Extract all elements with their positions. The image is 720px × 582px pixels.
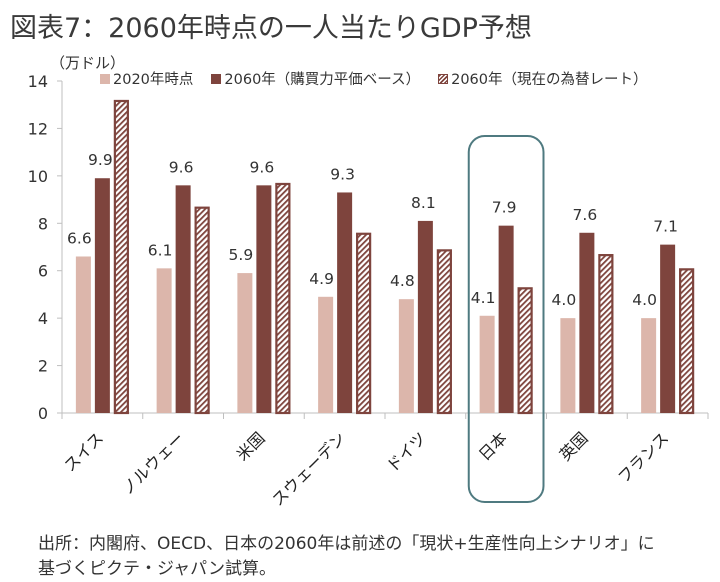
y-tick-label: 2 [38,357,48,376]
y-tick-label: 12 [28,119,48,138]
bar-2-0 [94,178,110,413]
bar-3-1 [194,206,210,415]
bar-3-3 [356,232,372,415]
x-tick-label: ドイツ [383,428,430,475]
bars [75,99,695,415]
bar-2-3 [337,192,353,413]
legend-label-2060-fx: 2060年（現在の為替レート） [451,72,648,88]
legend-item-2060-fx: 2060年（現在の為替レート） [438,68,648,89]
legend-item-2060-ppp: 2060年（購買力平価ベース） [211,68,420,89]
x-tick-label: ノルウェー [118,428,188,498]
legend-swatch-2020 [100,73,110,84]
bar-3-7 [679,268,695,415]
data-label: 7.9 [492,199,517,217]
bar-1-5 [479,315,495,413]
bar-3-5 [517,287,533,415]
data-label: 9.3 [330,165,355,183]
legend-label-2060-ppp: 2060年（購買力平価ベース） [224,72,421,88]
bar-2-4 [417,220,433,413]
footnote: 出所：内閣府、OECD、日本の2060年は前述の「現状+生産性向上シナリオ」に … [38,532,718,582]
footnote-line-1: 出所：内閣府、OECD、日本の2060年は前述の「現状+生産性向上シナリオ」に [38,534,655,554]
data-label: 6.1 [148,241,173,259]
highlight-box-japan [467,135,545,503]
data-label: 4.9 [309,270,334,288]
data-label: 9.9 [88,151,113,169]
bar-1-7 [641,318,657,413]
footnote-line-2: 基づくピクテ・ジャパン試算。 [38,559,276,579]
data-label: 5.9 [229,246,254,264]
legend-item-2020: 2020年時点 [100,68,193,89]
bar-1-4 [398,299,414,413]
data-label: 4.8 [390,272,415,290]
bar-3-6 [598,254,614,415]
chart-title: 図表7：2060年時点の一人当たりGDP予想 [10,13,532,44]
bar-2-7 [660,244,676,413]
y-axis-unit-label: （万ドル） [50,54,126,72]
x-tick-label: スウェーデン [268,428,349,509]
y-tick-label: 4 [38,309,48,328]
x-tick-label: スイス [60,428,107,475]
data-label: 7.1 [653,218,678,236]
data-label: 8.1 [411,194,436,212]
bar-1-2 [237,273,253,413]
data-label: 6.6 [67,229,92,247]
bar-3-4 [436,249,452,415]
data-label: 4.0 [632,291,657,309]
y-tick-label: 0 [38,404,48,423]
bar-2-5 [498,225,514,413]
bar-1-3 [318,296,334,413]
legend: 2020年時点 2060年（購買力平価ベース） 2060年（現在の為替レート） [100,68,648,89]
y-tick-label: 6 [38,262,48,281]
bar-2-6 [579,232,595,413]
data-label: 9.6 [169,158,194,176]
bar-3-2 [275,182,291,415]
bar-3-0 [113,99,129,415]
x-tick-label: 英国 [556,428,592,464]
data-label: 4.1 [471,289,496,307]
legend-label-2020: 2020年時点 [113,72,194,88]
data-label: 4.0 [552,291,577,309]
y-tick-label: 10 [28,167,48,186]
bar-chart: 0 2 4 6 8 10 12 14 6.6 9.9 6.1 9.6 5.9 9.6 4.9 9.3 4.8 8… [28,72,709,510]
bar-2-1 [175,185,191,413]
x-tick-label: 日本 [475,428,511,464]
bar-2-2 [256,185,272,413]
data-labels: 6.6 9.9 6.1 9.6 5.9 9.6 4.9 9.3 4.8 8.1 4.1 7.9 4.0 7… [67,151,678,309]
y-tick-label: 14 [28,72,48,91]
bar-1-0 [75,256,91,413]
legend-swatch-2060-fx [438,73,449,84]
x-tick-label: フランス [614,428,672,486]
legend-swatch-2060-ppp [211,73,222,84]
data-label: 7.6 [573,206,598,224]
bar-1-6 [560,318,576,413]
y-tick-label: 8 [38,214,48,233]
x-tick-label: 米国 [233,428,269,464]
bar-1-1 [156,268,172,413]
highlight-layer [467,135,545,503]
data-label: 9.6 [250,158,275,176]
x-axis-labels: スイス ノルウェー 米国 スウェーデン ドイツ 日本 英国 フランス [60,428,672,509]
